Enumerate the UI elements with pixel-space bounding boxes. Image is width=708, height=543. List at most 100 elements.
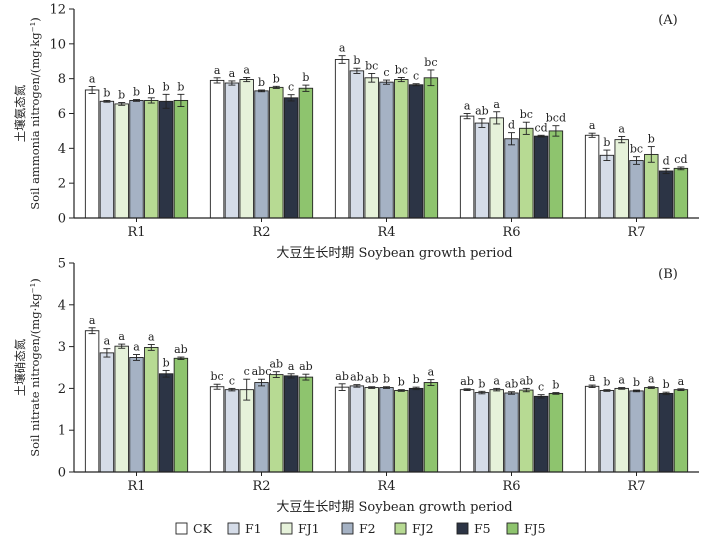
bar <box>599 154 615 219</box>
significance-label: a <box>618 374 625 387</box>
significance-label: b <box>603 376 610 389</box>
bar <box>658 392 674 473</box>
y-tick-label: 0 <box>58 212 66 227</box>
significance-label: bc <box>210 370 223 383</box>
bar <box>548 130 564 219</box>
bar <box>209 386 225 473</box>
significance-label: c <box>383 66 389 79</box>
bar <box>114 103 129 219</box>
legend-label: FJ2 <box>412 521 434 536</box>
legend-swatch <box>227 522 240 535</box>
significance-label: b <box>258 76 265 89</box>
bar <box>114 345 129 473</box>
bar <box>629 160 644 219</box>
legend-swatch <box>456 522 469 535</box>
legend-label: FJ1 <box>298 521 320 536</box>
significance-label: a <box>148 331 155 344</box>
y-axis-label-en: Soil ammonia nitrogen/(mg·kg⁻¹) <box>28 17 42 209</box>
y-tick-label: 5 <box>58 257 66 272</box>
significance-label: a <box>89 73 96 86</box>
significance-label: a <box>464 100 471 113</box>
bar <box>519 127 534 219</box>
bar <box>364 387 379 473</box>
significance-label: a <box>428 366 435 379</box>
panel-tag: (B) <box>658 267 678 282</box>
significance-label: a <box>618 122 625 135</box>
significance-label: b <box>603 136 610 149</box>
significance-label: c <box>413 70 419 83</box>
significance-label: d <box>663 154 670 167</box>
bar <box>533 135 549 219</box>
significance-label: ab <box>299 360 313 373</box>
significance-label: a <box>678 375 685 388</box>
significance-label: bcd <box>546 112 566 125</box>
x-axis-label: 大豆生长时期 Soybean growth period <box>276 500 512 515</box>
bar <box>254 382 269 473</box>
bar <box>614 139 629 219</box>
x-axis-label: 大豆生长时期 Soybean growth period <box>276 246 512 261</box>
legend-label: FJ5 <box>524 521 546 536</box>
significance-label: b <box>663 378 670 391</box>
bar <box>99 352 115 473</box>
legend-swatch <box>341 522 354 535</box>
y-tick-label: 2 <box>58 177 66 192</box>
significance-label: bc <box>520 108 533 121</box>
bar <box>298 87 314 219</box>
legend-label: CK <box>193 521 213 536</box>
bar <box>99 100 115 219</box>
significance-label: a <box>133 341 140 354</box>
bar <box>658 170 674 219</box>
x-tick-label: R2 <box>252 479 270 494</box>
bar <box>423 77 439 219</box>
bar <box>408 84 424 219</box>
bar <box>158 100 174 219</box>
y-tick-label: 12 <box>49 3 66 18</box>
x-tick-label: R7 <box>627 225 645 240</box>
bar <box>129 357 144 473</box>
bar <box>334 59 350 219</box>
significance-label: a <box>104 335 111 348</box>
bar <box>349 385 365 473</box>
significance-label: a <box>339 42 346 55</box>
bar <box>283 97 299 219</box>
significance-label: ab <box>460 375 474 388</box>
significance-label: b <box>633 376 640 389</box>
significance-label: b <box>148 84 155 97</box>
significance-label: b <box>118 89 125 102</box>
bar <box>269 86 284 219</box>
significance-label: b <box>413 373 420 386</box>
legend: CK F1 FJ1 F2 FJ2 F5 FJ5 <box>175 521 546 536</box>
significance-label: ab <box>519 374 533 387</box>
significance-label: b <box>398 376 405 389</box>
bar <box>459 115 475 219</box>
significance-label: ab <box>505 378 519 391</box>
bar <box>489 117 504 219</box>
legend-swatch <box>394 522 407 535</box>
bar <box>129 99 144 219</box>
bar <box>519 389 534 473</box>
bar <box>599 390 615 473</box>
significance-label: bc <box>424 56 437 69</box>
significance-label: bc <box>630 143 643 156</box>
significance-label: bc <box>365 59 378 72</box>
bar <box>173 99 189 219</box>
significance-label: b <box>552 379 559 392</box>
x-tick-label: R1 <box>127 225 145 240</box>
bar <box>379 81 394 219</box>
legend-swatch <box>280 522 293 535</box>
y-tick-label: 4 <box>58 298 66 313</box>
x-tick-label: R4 <box>377 479 395 494</box>
significance-label: a <box>589 119 596 132</box>
bar <box>158 373 174 473</box>
y-tick-label: 0 <box>58 466 66 481</box>
bar <box>673 167 689 219</box>
significance-label: a <box>118 330 125 343</box>
bar <box>614 387 629 473</box>
bar <box>364 77 379 219</box>
bar <box>474 122 490 219</box>
significance-label: b <box>163 80 170 93</box>
significance-label: b <box>163 356 170 369</box>
significance-label: a <box>589 371 596 384</box>
